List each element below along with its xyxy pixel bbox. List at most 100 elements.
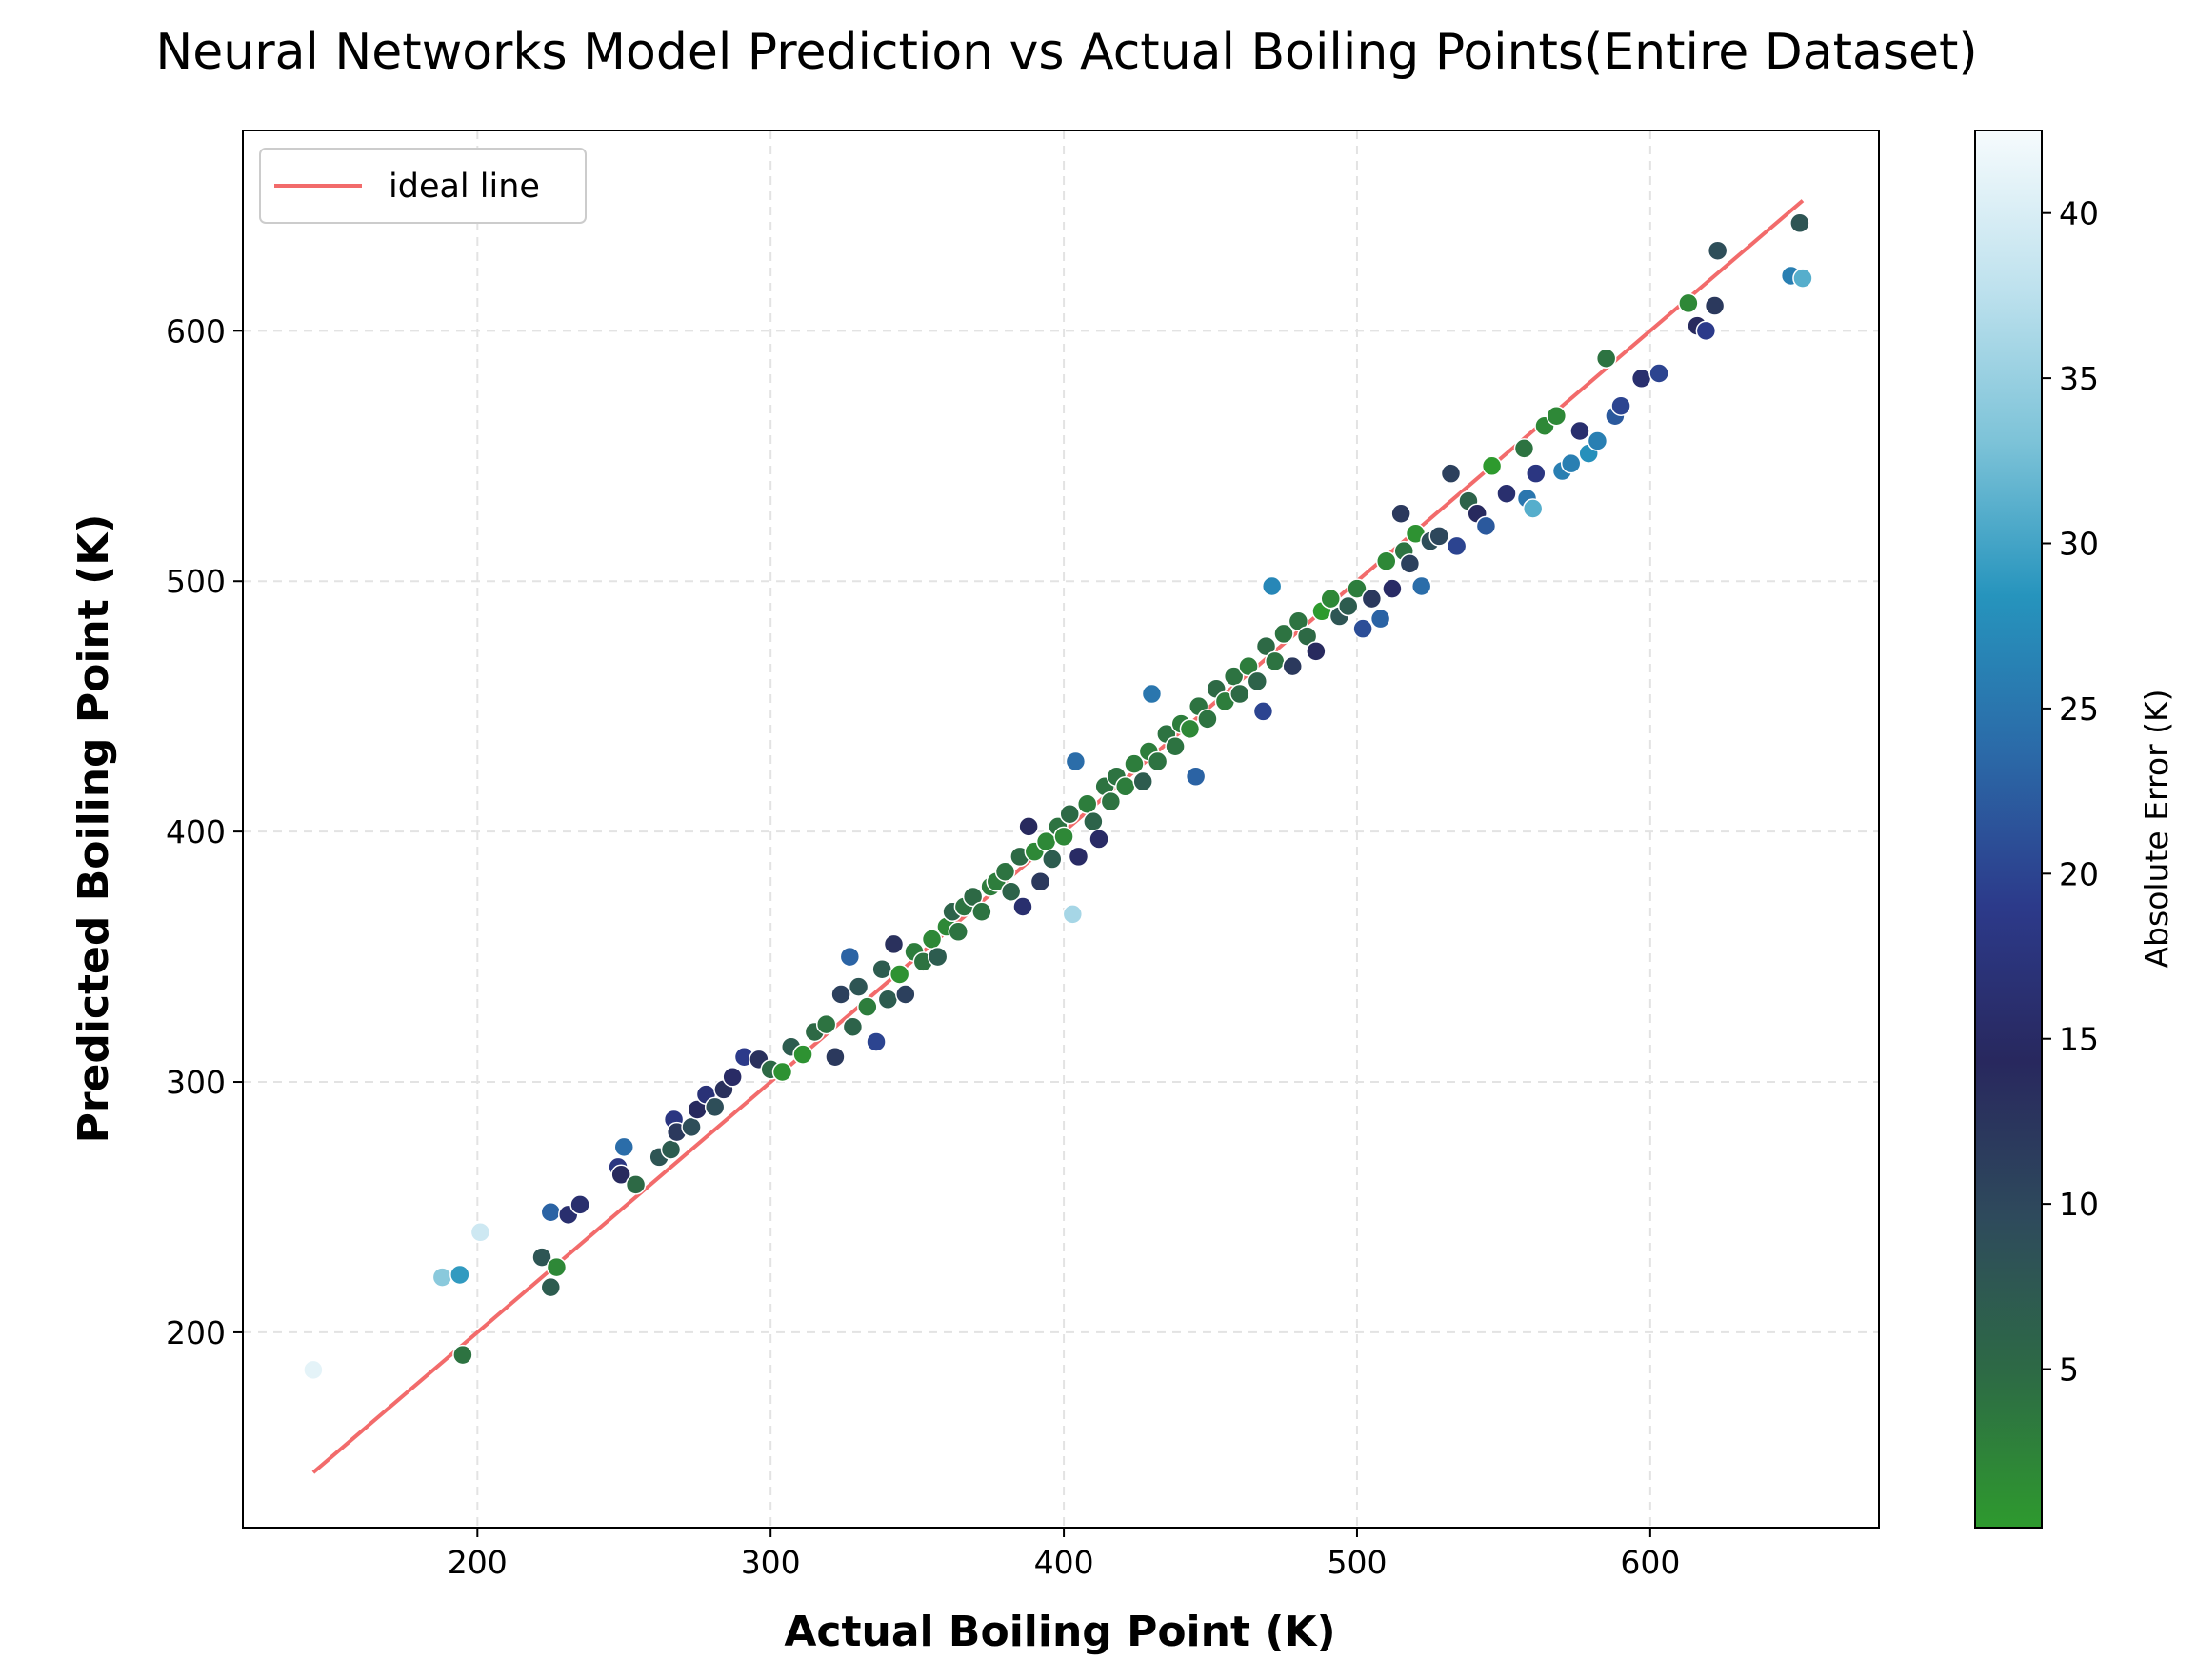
scatter-point: [1197, 709, 1218, 730]
scatter-point: [866, 1031, 887, 1052]
x-tick-label: 200: [448, 1544, 508, 1581]
scatter-point: [1390, 503, 1411, 524]
colorbar-tick-label: 15: [2059, 1021, 2099, 1058]
scatter-point: [815, 1013, 837, 1035]
scatter-point: [681, 1116, 702, 1138]
scatter-point: [1062, 904, 1084, 925]
scatter-point: [1065, 750, 1087, 772]
scatter-point: [1124, 753, 1145, 774]
scatter-point: [889, 964, 910, 985]
scatter-point: [842, 1016, 864, 1037]
scatter-point: [1229, 683, 1250, 705]
scatter-point: [1296, 626, 1318, 647]
scatter-point: [848, 976, 869, 997]
scatter-point: [971, 901, 992, 923]
scatter-point: [1042, 849, 1063, 870]
y-axis-label: Predicted Boiling Point (K): [70, 514, 118, 1144]
scatter-point: [1376, 550, 1397, 571]
scatter-point: [1792, 268, 1813, 289]
scatter-point: [431, 1267, 453, 1288]
colorbar: 5 10 15 20 25 30 35 40 Absolute Error (K): [1974, 130, 2175, 1529]
grid: [243, 130, 1879, 1528]
scatter-point: [531, 1247, 552, 1268]
scatter-point: [1306, 641, 1327, 662]
legend-label-ideal-line: ideal line: [389, 168, 540, 206]
scatter-point: [1100, 790, 1122, 812]
scatter-point: [569, 1194, 590, 1215]
scatter-point: [1185, 766, 1207, 788]
scatter-point: [1513, 438, 1535, 459]
colorbar-tick-label: 20: [2059, 855, 2099, 892]
scatter-point: [994, 861, 1016, 882]
y-tick-label: 200: [166, 1314, 226, 1351]
colorbar-tick-label: 40: [2059, 195, 2099, 232]
scatter-point: [1261, 575, 1283, 597]
plot-frame: [242, 130, 1880, 1529]
scatter-point: [540, 1201, 562, 1223]
scatter-point: [825, 1046, 846, 1068]
scatter-point: [540, 1276, 562, 1298]
scatter-point: [1247, 670, 1268, 692]
scatter-point: [303, 1359, 324, 1381]
colorbar-tick-label: 25: [2059, 690, 2099, 728]
scatter-point: [830, 984, 851, 1005]
scatter-point: [1089, 829, 1109, 850]
scatter-point: [722, 1067, 743, 1088]
scatter-point: [1029, 870, 1051, 892]
scatter-point: [1132, 770, 1153, 792]
scatter-point: [857, 996, 878, 1017]
scatter-point: [1789, 212, 1810, 234]
scatter-point: [546, 1256, 568, 1278]
scatter-point: [1018, 816, 1039, 837]
scatter-point: [1114, 776, 1136, 797]
colorbar-gradient: [1974, 130, 2043, 1529]
scatter-point: [877, 989, 899, 1010]
scatter-point: [1475, 515, 1497, 537]
x-axis-label: Actual Boiling Point (K): [784, 1608, 1335, 1656]
x-tick-label: 600: [1620, 1544, 1680, 1581]
scatter-point: [962, 886, 984, 908]
scatter-point: [1410, 575, 1432, 597]
scatter-point: [1595, 348, 1617, 369]
scatter-point: [1428, 526, 1449, 547]
scatter-point: [704, 1096, 726, 1118]
legend: ideal line: [259, 148, 587, 224]
scatter-point: [1678, 292, 1699, 314]
scatter-point: [1273, 623, 1294, 645]
y-tick-label: 500: [166, 563, 226, 600]
scatter-points: [303, 212, 1813, 1381]
scatter-point: [1361, 588, 1383, 610]
x-axis-ticks: 200 300 400 500 600: [448, 1528, 1680, 1581]
scatter-point: [1546, 405, 1568, 427]
scatter-point: [1587, 430, 1608, 451]
scatter-point: [1076, 793, 1098, 814]
scatter-point: [1569, 420, 1590, 442]
scatter-point: [1238, 655, 1259, 677]
scatter-point: [1707, 240, 1728, 261]
scatter-point: [613, 1136, 635, 1158]
y-tick-label: 600: [166, 312, 226, 350]
scatter-point: [1369, 608, 1391, 630]
scatter-point: [1282, 655, 1303, 677]
scatter-point: [452, 1344, 473, 1366]
scatter-point: [1320, 588, 1342, 610]
scatter-point: [871, 958, 892, 980]
scatter-point: [1083, 810, 1104, 832]
scatter-point: [1648, 363, 1669, 384]
colorbar-tick-label: 5: [2059, 1351, 2079, 1389]
scatter-point: [1610, 395, 1631, 416]
scatter-point: [1059, 803, 1080, 825]
scatter-point: [660, 1139, 682, 1160]
scatter-point: [610, 1164, 631, 1186]
scatter-point: [1446, 535, 1468, 557]
scatter-point: [792, 1044, 813, 1065]
scatter-point: [1704, 295, 1726, 316]
scatter-point: [625, 1174, 647, 1195]
scatter-point: [883, 933, 905, 955]
scatter-point: [1288, 610, 1309, 632]
scatter-point: [839, 946, 861, 968]
scatter-point: [1526, 463, 1547, 484]
colorbar-tick-label: 30: [2059, 526, 2099, 563]
scatter-point: [1012, 896, 1033, 917]
x-tick-label: 400: [1034, 1544, 1094, 1581]
